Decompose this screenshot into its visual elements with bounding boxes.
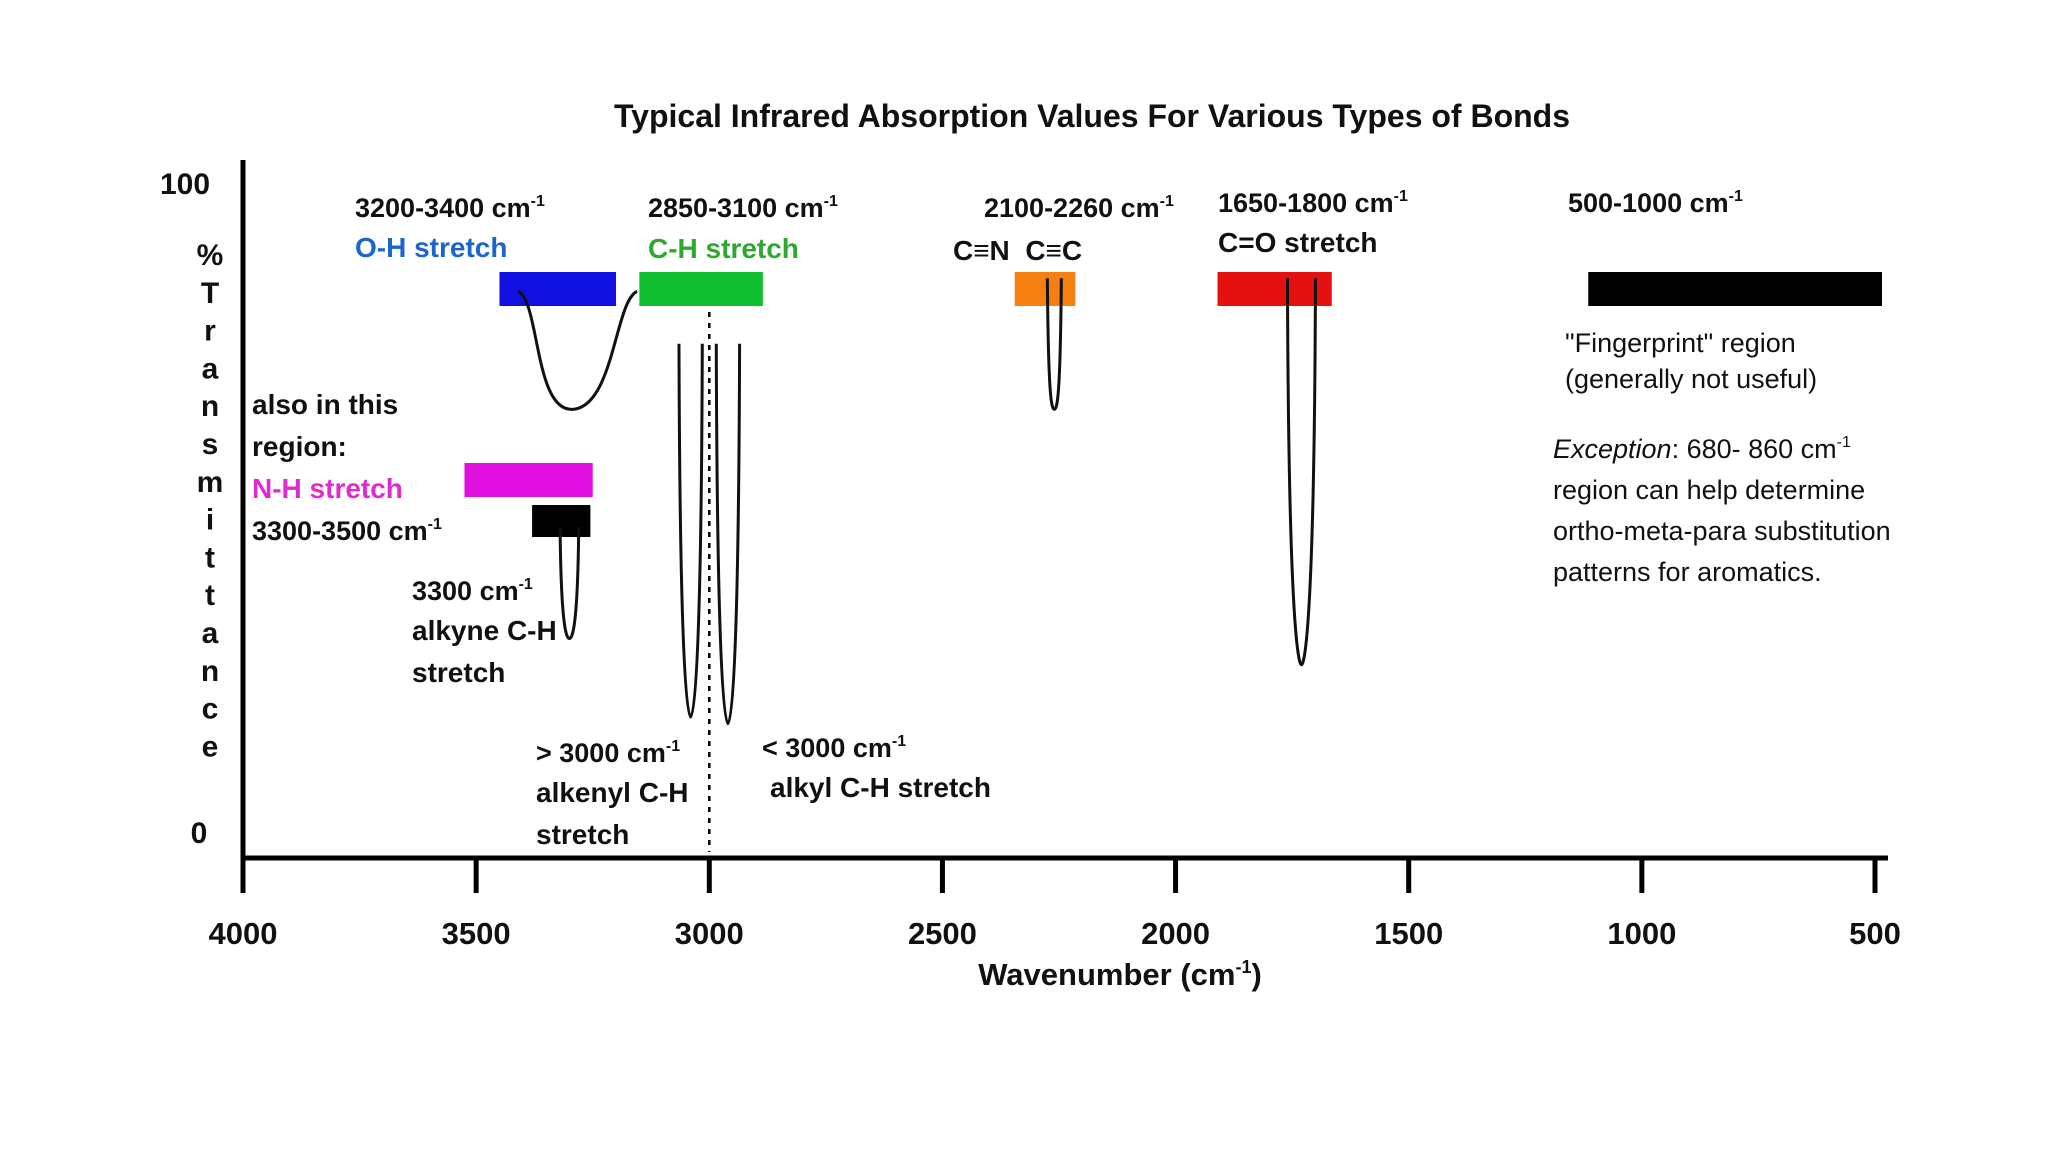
x-tick-label: 2500 bbox=[908, 916, 977, 951]
oh-range-text: 3200-3400 cm bbox=[355, 193, 531, 223]
alkyne-range-label: 3300 cm-1 bbox=[412, 576, 533, 606]
nh-name-label: N-H stretch bbox=[252, 473, 403, 504]
triple-name-label: C≡N C≡C bbox=[953, 235, 1082, 266]
y-axis-label-letter: i bbox=[206, 504, 214, 537]
x-tick-label: 500 bbox=[1849, 916, 1901, 951]
triple-range-label: 2100-2260 cm-1 bbox=[984, 193, 1174, 223]
alkenyl-range-label: > 3000 cm-1 bbox=[536, 738, 680, 768]
band-fp bbox=[1588, 272, 1882, 306]
alkenyl-range-text: > 3000 cm bbox=[536, 738, 666, 768]
exception-note-3: ortho-meta-para substitution bbox=[1553, 516, 1891, 546]
oh-range-sup: -1 bbox=[531, 193, 545, 210]
absorption-bands bbox=[464, 272, 1882, 537]
co-range-text: 1650-1800 cm bbox=[1218, 188, 1394, 218]
alkenyl-range-sup: -1 bbox=[666, 738, 680, 755]
peak bbox=[677, 343, 704, 719]
y-axis-label-letter: n bbox=[201, 655, 219, 688]
y-axis-label-letter: n bbox=[201, 390, 219, 423]
y-axis-label-letter: r bbox=[204, 315, 216, 348]
y-axis-label-letter: e bbox=[202, 730, 219, 763]
alkyl-range-text: < 3000 cm bbox=[762, 733, 892, 763]
alkyne-range-sup: -1 bbox=[519, 576, 533, 593]
y-tick-label-0: 0 bbox=[191, 817, 208, 850]
y-axis-label-letter: m bbox=[197, 466, 224, 499]
exception-note-2: region can help determine bbox=[1553, 475, 1865, 505]
alkyne-label-3: stretch bbox=[412, 657, 505, 688]
nh-range-text: 3300-3500 cm bbox=[252, 516, 428, 546]
ch-range-label: 2850-3100 cm-1 bbox=[648, 193, 838, 223]
oh-name-label: O-H stretch bbox=[355, 232, 507, 263]
alkyl-range-label: < 3000 cm-1 bbox=[762, 733, 906, 763]
x-tick-label: 1000 bbox=[1607, 916, 1676, 951]
alkenyl-label-2: alkenyl C-H bbox=[536, 777, 689, 808]
band-ch bbox=[639, 272, 763, 306]
also-label-2: region: bbox=[252, 431, 347, 462]
nh-range-label: 3300-3500 cm-1 bbox=[252, 516, 442, 546]
band-co bbox=[1217, 272, 1332, 306]
exception-note-1: Exception: 680- 860 cm-1 bbox=[1553, 434, 1851, 464]
exception-word: Exception bbox=[1553, 434, 1672, 464]
exception-rest: : 680- 860 cm bbox=[1672, 434, 1837, 464]
band-oh bbox=[499, 272, 617, 306]
y-axis-label-letter: a bbox=[202, 617, 219, 650]
alkyl-label-2: alkyl C-H stretch bbox=[770, 772, 991, 803]
absorption-peaks bbox=[517, 278, 1317, 726]
x-axis-label: Wavenumber (cm-1) bbox=[978, 957, 1262, 992]
nh-range-sup: -1 bbox=[428, 516, 442, 533]
x-tick-label: 3500 bbox=[442, 916, 511, 951]
triple-range-sup: -1 bbox=[1160, 193, 1174, 210]
fp-range-label: 500-1000 cm-1 bbox=[1568, 188, 1743, 218]
ch-range-text: 2850-3100 cm bbox=[648, 193, 824, 223]
alkenyl-label-3: stretch bbox=[536, 819, 629, 850]
ch-range-sup: -1 bbox=[824, 193, 838, 210]
fingerprint-note-1: "Fingerprint" region bbox=[1565, 328, 1796, 358]
x-tick-label: 4000 bbox=[209, 916, 278, 951]
co-range-label: 1650-1800 cm-1 bbox=[1218, 188, 1408, 218]
exception-note-4: patterns for aromatics. bbox=[1553, 557, 1822, 587]
peak bbox=[558, 527, 581, 641]
also-label-1: also in this bbox=[252, 389, 398, 420]
y-axis-label-letter: c bbox=[202, 693, 219, 726]
band-nh_magenta bbox=[464, 463, 593, 497]
peak bbox=[714, 343, 742, 726]
triple-range-text: 2100-2260 cm bbox=[984, 193, 1160, 223]
peak bbox=[1285, 278, 1317, 667]
y-axis-label-letter: t bbox=[205, 579, 215, 612]
x-tick-label: 1500 bbox=[1374, 916, 1443, 951]
peak bbox=[517, 289, 638, 411]
x-ticks: 4000 3500 3000 2500 2000 1500 1000 500 bbox=[209, 856, 1901, 951]
x-tick-label: 3000 bbox=[675, 916, 744, 951]
x-axis-label-main: Wavenumber (cm bbox=[978, 957, 1235, 992]
x-tick-label: 2000 bbox=[1141, 916, 1210, 951]
x-axis-label-tail: ) bbox=[1251, 957, 1261, 992]
co-name-label: C=O stretch bbox=[1218, 227, 1378, 258]
y-axis-label-letter: s bbox=[202, 428, 219, 461]
alkyl-range-sup: -1 bbox=[892, 733, 906, 750]
fp-range-sup: -1 bbox=[1729, 188, 1743, 205]
y-axis-label-letter: % bbox=[197, 239, 224, 272]
alkyne-range-text: 3300 cm bbox=[412, 576, 519, 606]
oh-range-label: 3200-3400 cm-1 bbox=[355, 193, 545, 223]
alkyne-label-2: alkyne C-H bbox=[412, 615, 557, 646]
ch-name-label: C-H stretch bbox=[648, 233, 799, 264]
band-triple bbox=[1014, 272, 1076, 306]
exception-sup: -1 bbox=[1837, 434, 1851, 451]
y-axis-label-letter: t bbox=[205, 541, 215, 574]
fingerprint-note-2: (generally not useful) bbox=[1565, 364, 1817, 394]
fp-range-text: 500-1000 cm bbox=[1568, 188, 1729, 218]
y-tick-label-100: 100 bbox=[160, 168, 210, 201]
co-range-sup: -1 bbox=[1394, 188, 1408, 205]
y-axis-label-letter: a bbox=[202, 352, 219, 385]
y-axis-label-letter: T bbox=[201, 277, 219, 310]
x-axis-label-sup: -1 bbox=[1235, 957, 1251, 977]
peak bbox=[1045, 278, 1063, 411]
chart-title: Typical Infrared Absorption Values For V… bbox=[614, 98, 1570, 134]
